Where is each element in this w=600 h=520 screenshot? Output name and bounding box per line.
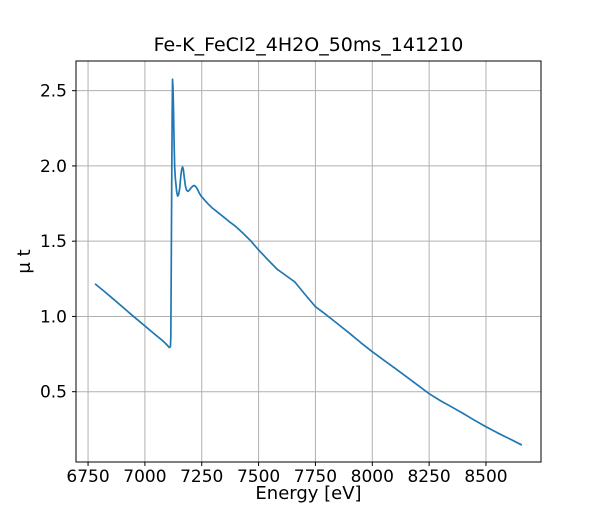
grid-lines (76, 61, 541, 462)
y-tick-label: 1.0 (40, 307, 67, 327)
axis-tick-marks (72, 90, 487, 466)
x-axis-label: Energy [eV] (255, 483, 361, 504)
y-tick-label: 0.5 (40, 383, 67, 403)
x-tick-label: 7750 (294, 467, 337, 487)
y-axis-label: μ t (14, 249, 35, 273)
x-tick-label: 7000 (123, 467, 166, 487)
plot-border (75, 60, 542, 463)
axis-tick-labels: 6750 7000 7250 7500 7750 8000 8250 8500 0.5 1.0 1.… (40, 82, 508, 487)
x-tick-label: 8000 (351, 467, 394, 487)
x-tick-label: 8500 (464, 467, 507, 487)
x-tick-label: 7250 (180, 467, 223, 487)
x-tick-label: 7500 (237, 467, 280, 487)
absorption-spectrum-line (94, 78, 523, 446)
x-tick-label: 6750 (66, 467, 109, 487)
x-tick-label: 8250 (407, 467, 450, 487)
y-tick-label: 2.5 (40, 82, 67, 102)
y-tick-label: 2.0 (40, 157, 67, 177)
chart-title: Fe-K_FeCl2_4H2O_50ms_141210 (154, 34, 464, 56)
y-tick-label: 1.5 (40, 232, 67, 252)
